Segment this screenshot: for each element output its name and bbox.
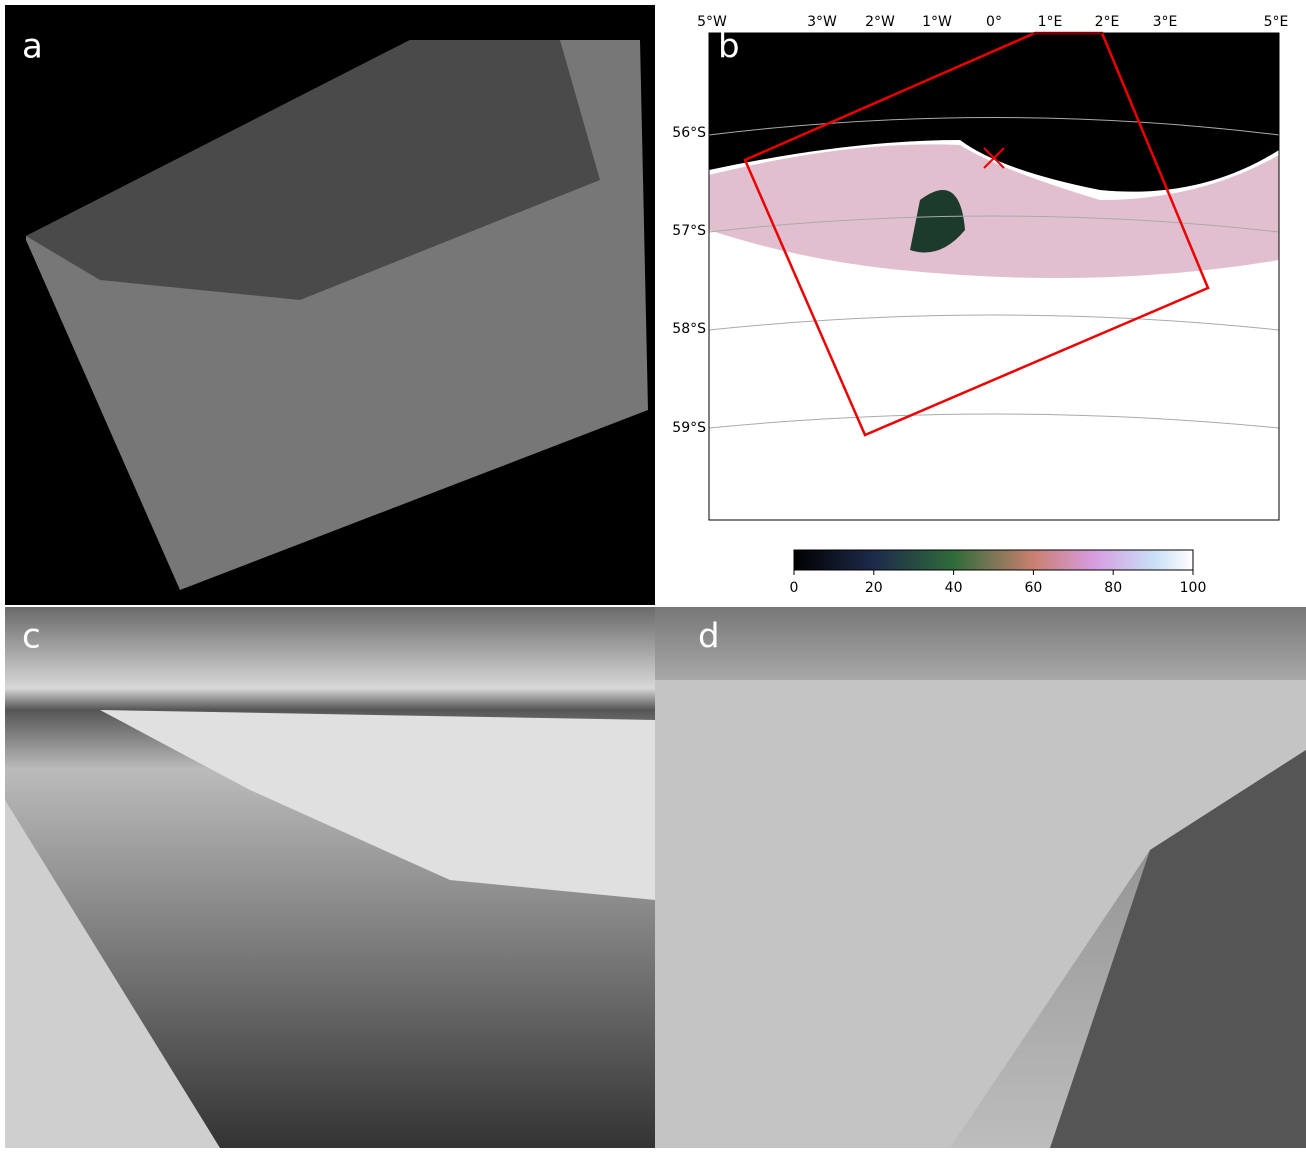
ship-deck (1050, 750, 1306, 1148)
lat-label: 58°S (672, 321, 706, 337)
colorbar-tick-label: 100 (1180, 580, 1207, 596)
lon-label: 2°W (865, 14, 895, 30)
pancake-ice (655, 680, 1306, 1148)
lon-label: 2°E (1095, 14, 1120, 30)
polynya (910, 190, 965, 253)
graticule (708, 117, 1280, 429)
lon-label: 0° (986, 14, 1002, 30)
lon-label: 3°E (1153, 14, 1178, 30)
colorbar-tick-label: 20 (865, 580, 883, 596)
panel-label: d (698, 617, 720, 657)
lat-label: 56°S (672, 125, 706, 141)
lon-label: 1°W (922, 14, 952, 30)
lon-label: 5°E (1264, 14, 1289, 30)
ship-rail (5, 800, 220, 1148)
panel-label: b (718, 27, 740, 67)
colorbar-tick-label: 0 (790, 580, 799, 596)
study-area (743, 31, 1210, 437)
lon-label: 5°W (697, 14, 727, 30)
colorbar-tick-label: 60 (1024, 580, 1042, 596)
open-water (709, 33, 1279, 192)
colorbar (793, 549, 1194, 571)
ice-edge (709, 144, 1279, 278)
colorbar-tick-label: 80 (1104, 580, 1122, 596)
lat-label: 57°S (672, 223, 706, 239)
ice-floes (100, 710, 655, 900)
lon-label: 1°E (1038, 14, 1063, 30)
colorbar-tick-label: 40 (945, 580, 963, 596)
lon-label: 3°W (807, 14, 837, 30)
sar-open-water (26, 40, 600, 300)
panel-label: c (22, 617, 41, 657)
map-frame (708, 32, 1280, 521)
panel-label: a (22, 27, 43, 67)
ship-position (983, 147, 1005, 169)
lat-label: 59°S (672, 420, 706, 436)
